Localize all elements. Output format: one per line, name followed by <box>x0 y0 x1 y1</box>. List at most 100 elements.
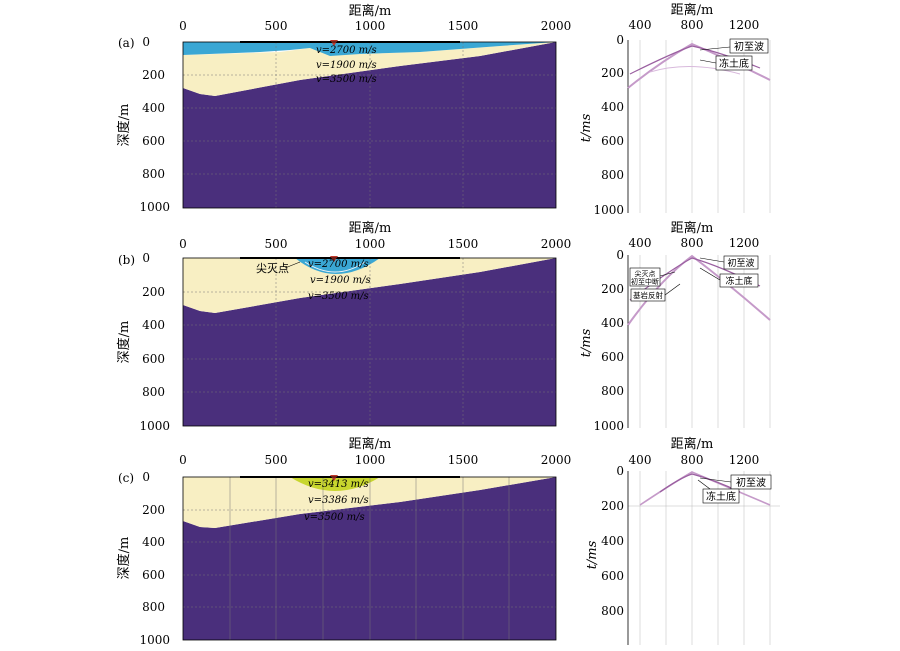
record-c-xtick-1: 800 <box>681 453 704 467</box>
record-a-ytick-1: 200 <box>601 66 624 80</box>
panel-b-model: 距离/m 0 500 1000 1500 2000 尖灭点 v=2700 m/s… <box>116 220 571 433</box>
record-b-xlabel: 距离/m <box>671 220 714 236</box>
record-a-xtick-2: 1200 <box>729 18 760 32</box>
model-b-xtick-3: 1500 <box>448 237 479 251</box>
model-c-ytick-0: 0 <box>142 470 150 484</box>
model-a-ytick-3: 600 <box>142 134 165 148</box>
record-b-label-0: 初至波 <box>727 257 754 269</box>
model-c-ylabel: 深度/m <box>116 537 132 580</box>
record-a-xtick-1: 800 <box>681 18 704 32</box>
model-c-xtick-4: 2000 <box>541 453 572 467</box>
model-b-xlabel: 距离/m <box>349 220 392 236</box>
model-a-ytick-2: 400 <box>142 101 165 115</box>
record-a-ylabel: t/ms <box>579 113 594 142</box>
record-c-xtick-2: 1200 <box>729 453 760 467</box>
panel-b-record: 距离/m 400 800 1200 初至波 冻土底 尖灭点 初至中断 基岩反射 … <box>579 220 771 433</box>
model-a-source-marker <box>330 40 338 46</box>
model-a-ytick-5: 1000 <box>139 200 170 214</box>
model-a-xtick-2: 1000 <box>355 19 386 33</box>
record-b-xtick-1: 800 <box>681 236 704 250</box>
model-c-ytick-5: 1000 <box>139 633 170 647</box>
record-b-label-4: 基岩反射 <box>633 290 663 300</box>
panel-a-record: 距离/m 400 800 1200 初至波 冻土底 0 200 400 600 … <box>579 2 771 217</box>
model-b-ytick-2: 400 <box>142 318 165 332</box>
record-a-ytick-2: 400 <box>601 100 624 114</box>
model-c-xtick-1: 500 <box>265 453 288 467</box>
model-c-velocity-0: v=3413 m/s <box>308 479 369 490</box>
panel-a: (a) 距离/m 0 500 1000 1500 2000 v=2700 m/s… <box>116 2 771 217</box>
record-b-ylabel: t/ms <box>579 328 594 357</box>
record-b-ytick-4: 800 <box>601 384 624 398</box>
model-c-xtick-0: 0 <box>179 453 187 467</box>
record-c-ytick-0: 0 <box>616 464 624 478</box>
model-a-xtick-1: 500 <box>265 19 288 33</box>
model-c-velocity-1: v=3386 m/s <box>308 495 369 506</box>
model-a-ytick-0: 0 <box>142 35 150 49</box>
model-a-xlabel: 距离/m <box>349 3 392 19</box>
record-a-ytick-0: 0 <box>616 33 624 47</box>
record-a-label-1: 冻土底 <box>719 57 749 70</box>
model-b-layer-top <box>295 258 380 274</box>
record-a-xlabel: 距离/m <box>671 2 714 18</box>
model-c-grid <box>229 477 510 640</box>
record-a-ytick-5: 1000 <box>593 203 624 217</box>
model-a-layer-top <box>183 42 556 56</box>
model-c-xlabel: 距离/m <box>349 436 392 452</box>
model-b-velocity-1: v=1900 m/s <box>310 275 371 286</box>
record-a-ytick-4: 800 <box>601 168 624 182</box>
record-b-label-box-1 <box>719 273 759 288</box>
model-b-velocity-2: v=3500 m/s <box>308 291 369 302</box>
record-a-xtick-0: 400 <box>629 18 652 32</box>
panel-b-label: (b) <box>118 253 135 267</box>
record-c-label-0: 初至波 <box>736 476 766 489</box>
model-b-xtick-4: 2000 <box>541 237 572 251</box>
panel-c-record: 距离/m 400 800 1200 初至波 冻土底 0 200 400 600 … <box>585 436 780 645</box>
model-c-ytick-4: 800 <box>142 600 165 614</box>
model-b-ytick-5: 1000 <box>139 419 170 433</box>
model-b-xtick-0: 0 <box>179 237 187 251</box>
model-c-ytick-1: 200 <box>142 503 165 517</box>
record-c-ytick-2: 400 <box>601 534 624 548</box>
model-b-velocity-0: v=2700 m/s <box>308 259 369 270</box>
record-b-xtick-2: 1200 <box>729 236 760 250</box>
model-c-ytick-3: 600 <box>142 568 165 582</box>
model-a-velocity-2: v=3500 m/s <box>316 74 377 85</box>
model-b-ytick-0: 0 <box>142 251 150 265</box>
model-c-source-marker <box>330 475 338 481</box>
record-b-label-2: 尖灭点 <box>635 269 656 278</box>
record-b-label-1: 冻土底 <box>725 275 752 287</box>
record-c-ytick-3: 600 <box>601 569 624 583</box>
model-a-ytick-1: 200 <box>142 68 165 82</box>
record-b-ytick-2: 400 <box>601 316 624 330</box>
model-a-xtick-0: 0 <box>179 19 187 33</box>
model-b-annotation: 尖灭点 <box>256 262 289 275</box>
model-b-ytick-1: 200 <box>142 285 165 299</box>
model-a-xtick-4: 2000 <box>541 19 572 33</box>
model-a-xtick-3: 1500 <box>448 19 479 33</box>
model-b-ytick-4: 800 <box>142 385 165 399</box>
model-a-ylabel: 深度/m <box>116 104 132 147</box>
record-c-xtick-0: 400 <box>629 453 652 467</box>
model-a-velocity-0: v=2700 m/s <box>316 45 377 56</box>
record-b-ytick-1: 200 <box>601 282 624 296</box>
panel-c: (c) 距离/m 0 500 1000 1500 2000 v=3413 m/s… <box>116 436 780 647</box>
panel-c-model: 距离/m 0 500 1000 1500 2000 v=3413 m/s v=3… <box>116 436 571 647</box>
model-b-ytick-3: 600 <box>142 352 165 366</box>
model-a-velocity-1: v=1900 m/s <box>316 60 377 71</box>
model-b-grid <box>183 258 556 426</box>
record-a-label-0: 初至波 <box>734 40 764 53</box>
record-c-label-box-1 <box>702 488 740 504</box>
model-c-layer-top <box>290 477 380 491</box>
model-c-xtick-3: 1500 <box>448 453 479 467</box>
record-c-ylabel: t/ms <box>585 540 600 569</box>
model-a-ytick-4: 800 <box>142 167 165 181</box>
record-c-ytick-4: 800 <box>601 604 624 618</box>
record-b-grid <box>639 255 771 428</box>
model-b-xtick-1: 500 <box>265 237 288 251</box>
record-a-ytick-3: 600 <box>601 134 624 148</box>
model-c-ytick-2: 400 <box>142 535 165 549</box>
model-b-source-marker <box>330 256 338 262</box>
record-a-label-box-0 <box>729 38 769 54</box>
record-b-ytick-5: 1000 <box>593 419 624 433</box>
